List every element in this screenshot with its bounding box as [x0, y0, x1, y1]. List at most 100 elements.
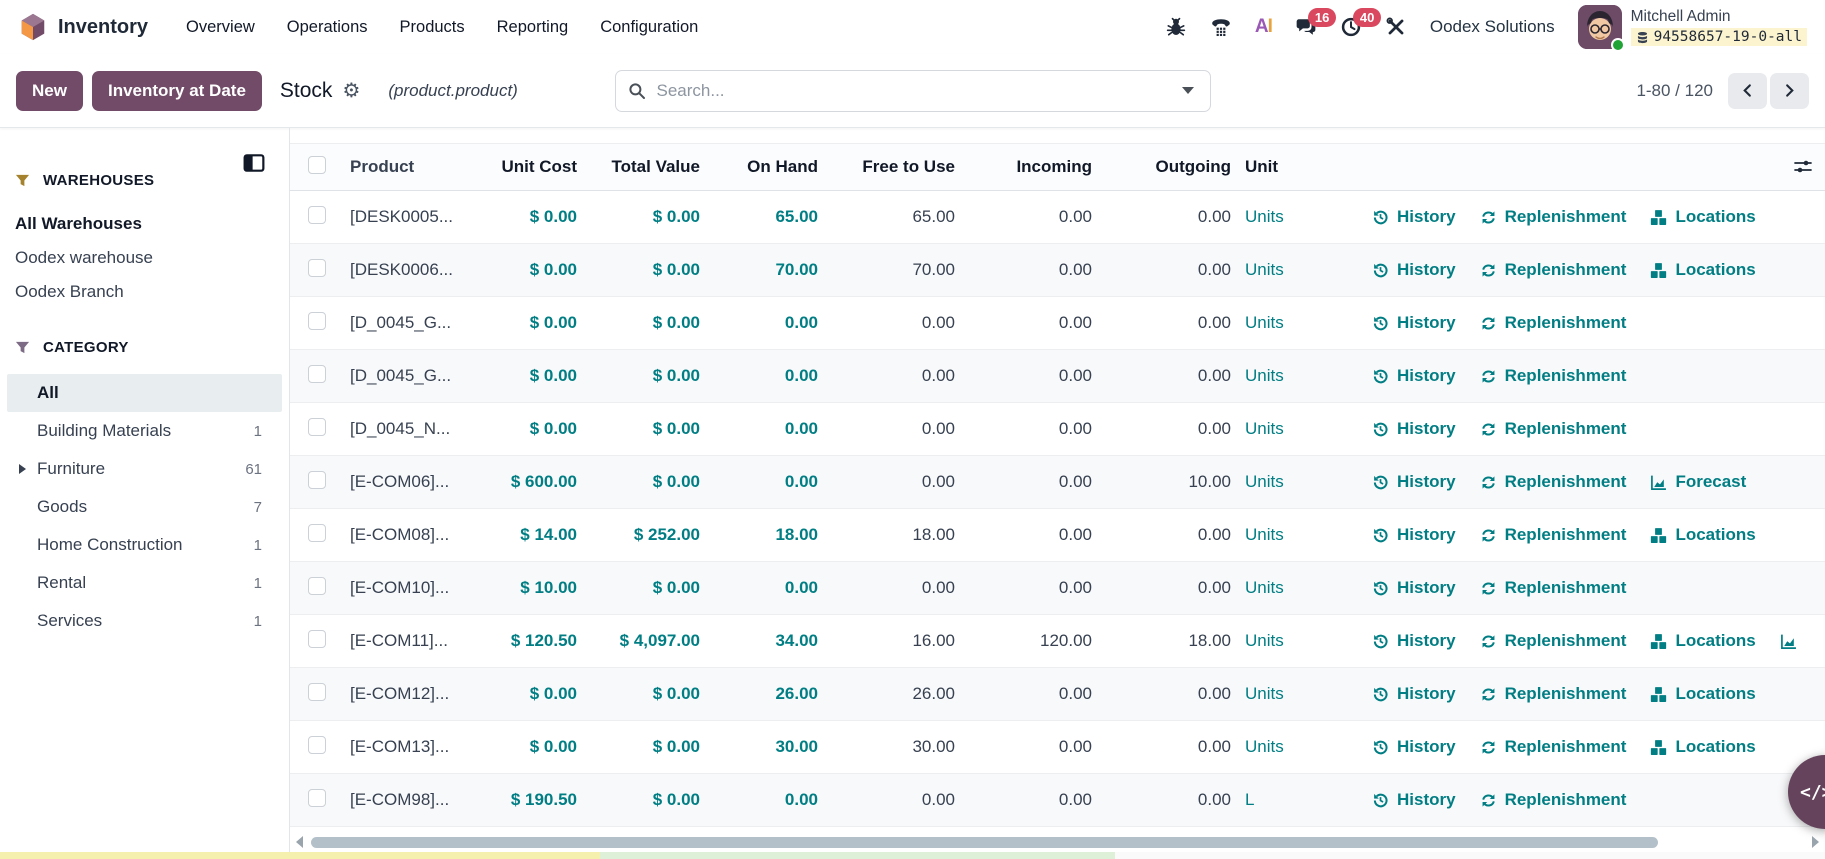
history-button[interactable]: History [1372, 472, 1456, 492]
column-header-total-value[interactable]: Total Value [611, 157, 701, 176]
unit-cost-value[interactable]: $ 0.00 [529, 207, 577, 226]
category-item[interactable]: Rental 1 [7, 564, 282, 602]
product-name[interactable]: [E-COM11]... [350, 631, 448, 650]
total-value[interactable]: $ 0.00 [652, 684, 700, 703]
unit-link[interactable]: Units [1245, 525, 1284, 544]
replenishment-button[interactable]: Replenishment [1480, 419, 1626, 439]
history-button[interactable]: History [1372, 207, 1456, 227]
unit-cost-value[interactable]: $ 0.00 [529, 313, 577, 332]
locations-button[interactable]: Locations [1650, 631, 1756, 651]
forecast-icon-button[interactable] [1780, 633, 1797, 650]
history-button[interactable]: History [1372, 631, 1456, 651]
row-checkbox[interactable] [308, 470, 326, 489]
scrollbar-thumb[interactable] [311, 836, 1659, 848]
locations-button[interactable]: Locations [1650, 525, 1756, 545]
on-hand-value[interactable]: 0.00 [784, 790, 818, 809]
product-name[interactable]: [E-COM12]... [350, 684, 450, 703]
row-checkbox[interactable] [308, 523, 326, 542]
product-name[interactable]: [E-COM98]... [350, 790, 450, 809]
total-value[interactable]: $ 0.00 [652, 313, 700, 332]
product-name[interactable]: [DESK0005... [350, 207, 454, 226]
total-value[interactable]: $ 0.00 [652, 472, 700, 491]
locations-button[interactable]: Locations [1650, 207, 1756, 227]
history-button[interactable]: History [1372, 737, 1456, 757]
history-button[interactable]: History [1372, 525, 1456, 545]
product-name[interactable]: [D_0045_G... [350, 313, 452, 332]
product-name[interactable]: [E-COM06]... [350, 472, 450, 491]
on-hand-value[interactable]: 0.00 [784, 578, 818, 597]
table-row[interactable]: [D_0045_G... $ 0.00 $ 0.00 0.00 0.00 0.0… [290, 297, 1825, 350]
row-checkbox[interactable] [308, 682, 326, 701]
history-button[interactable]: History [1372, 313, 1456, 333]
unit-cost-value[interactable]: $ 600.00 [510, 472, 577, 491]
unit-cost-value[interactable]: $ 0.00 [529, 260, 577, 279]
on-hand-value[interactable]: 18.00 [775, 525, 818, 544]
menu-reporting[interactable]: Reporting [496, 17, 569, 36]
unit-link[interactable]: Units [1245, 260, 1284, 279]
search-input[interactable]: Search... [614, 69, 1211, 112]
on-hand-value[interactable]: 0.00 [784, 472, 818, 491]
voip-phone-icon[interactable] [1210, 16, 1232, 38]
on-hand-value[interactable]: 0.00 [784, 419, 818, 438]
row-checkbox[interactable] [308, 417, 326, 436]
table-row[interactable]: [DESK0006... $ 0.00 $ 0.00 70.00 70.00 0… [290, 244, 1825, 297]
unit-cost-value[interactable]: $ 0.00 [529, 684, 577, 703]
horizontal-scrollbar[interactable] [290, 835, 1825, 849]
history-button[interactable]: History [1372, 419, 1456, 439]
column-header-unit[interactable]: Unit [1245, 157, 1279, 176]
inventory-at-date-button[interactable]: Inventory at Date [91, 70, 262, 111]
sidebar-toggle-icon[interactable] [243, 152, 265, 174]
column-header-unit-cost[interactable]: Unit Cost [501, 157, 577, 176]
unit-cost-value[interactable]: $ 0.00 [529, 737, 577, 756]
pager-next-button[interactable] [1770, 72, 1809, 109]
select-all-checkbox[interactable] [308, 155, 326, 174]
replenishment-button[interactable]: Replenishment [1480, 472, 1626, 492]
category-item[interactable]: Services 1 [7, 602, 282, 640]
total-value[interactable]: $ 0.00 [652, 366, 700, 385]
history-button[interactable]: History [1372, 578, 1456, 598]
replenishment-button[interactable]: Replenishment [1480, 737, 1626, 757]
search-dropdown-caret-icon[interactable] [1181, 87, 1194, 94]
warehouse-item[interactable]: All Warehouses [15, 214, 142, 233]
category-item[interactable]: Building Materials 1 [7, 412, 282, 450]
category-item[interactable]: Home Construction 1 [7, 526, 282, 564]
unit-cost-value[interactable]: $ 120.50 [510, 631, 577, 650]
on-hand-value[interactable]: 0.00 [784, 366, 818, 385]
replenishment-button[interactable]: Replenishment [1480, 525, 1626, 545]
scroll-right-icon[interactable] [1812, 836, 1819, 848]
replenishment-button[interactable]: Replenishment [1480, 313, 1626, 333]
unit-link[interactable]: Units [1245, 631, 1284, 650]
activities-icon[interactable]: 40 [1340, 8, 1382, 38]
total-value[interactable]: $ 252.00 [633, 525, 700, 544]
table-row[interactable]: [E-COM06]... $ 600.00 $ 0.00 0.00 0.00 0… [290, 456, 1825, 509]
table-row[interactable]: [E-COM11]... $ 120.50 $ 4,097.00 34.00 1… [290, 615, 1825, 668]
app-brand[interactable]: Inventory [18, 12, 148, 42]
history-button[interactable]: History [1372, 790, 1456, 810]
on-hand-value[interactable]: 65.00 [775, 207, 818, 226]
user-menu[interactable]: Mitchell Admin 94558657-19-0-all [1577, 5, 1807, 52]
table-row[interactable]: [E-COM10]... $ 10.00 $ 0.00 0.00 0.00 0.… [290, 562, 1825, 615]
scroll-left-icon[interactable] [296, 836, 303, 848]
gear-icon[interactable]: ⚙ [342, 79, 361, 102]
table-row[interactable]: [DESK0005... $ 0.00 $ 0.00 65.00 65.00 0… [290, 191, 1825, 244]
table-row[interactable]: [E-COM98]... $ 190.50 $ 0.00 0.00 0.00 0… [290, 774, 1825, 827]
replenishment-button[interactable]: Replenishment [1480, 207, 1626, 227]
unit-link[interactable]: Units [1245, 472, 1284, 491]
unit-cost-value[interactable]: $ 14.00 [520, 525, 577, 544]
total-value[interactable]: $ 4,097.00 [619, 631, 700, 650]
total-value[interactable]: $ 0.00 [652, 578, 700, 597]
expand-caret-icon[interactable] [19, 464, 26, 474]
on-hand-value[interactable]: 34.00 [775, 631, 818, 650]
unit-link[interactable]: Units [1245, 207, 1284, 226]
category-item[interactable]: Furniture 61 [7, 450, 282, 488]
locations-button[interactable]: Locations [1650, 737, 1756, 757]
row-checkbox[interactable] [308, 311, 326, 330]
column-header-free-to-use[interactable]: Free to Use [862, 157, 955, 176]
replenishment-button[interactable]: Replenishment [1480, 578, 1626, 598]
locations-button[interactable]: Locations [1650, 684, 1756, 704]
menu-configuration[interactable]: Configuration [600, 17, 699, 36]
replenishment-button[interactable]: Replenishment [1480, 260, 1626, 280]
category-item[interactable]: All [7, 374, 282, 412]
history-button[interactable]: History [1372, 684, 1456, 704]
pager-previous-button[interactable] [1728, 72, 1767, 109]
